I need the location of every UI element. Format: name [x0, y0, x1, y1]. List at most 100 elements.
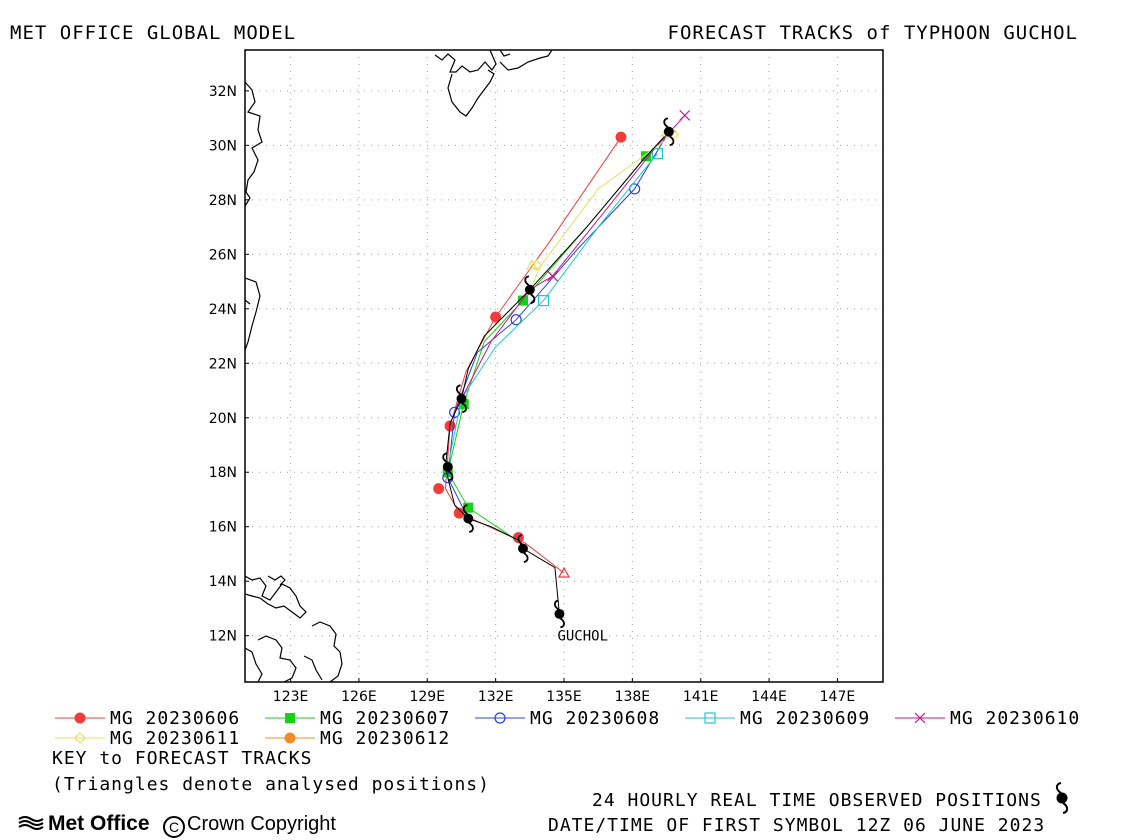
legend-label-20230610: MG 20230610	[950, 708, 1081, 729]
typhoon-symbol-core	[456, 393, 467, 404]
tick-label-lon: 147E	[820, 689, 856, 705]
legend-marker	[704, 712, 716, 724]
legend-marker	[494, 712, 506, 724]
tick-label-lat: 26N	[209, 247, 237, 263]
forecast-track-line	[529, 133, 674, 290]
legend-key-title: KEY to FORECAST TRACKS	[52, 748, 313, 769]
forecast-track-marker	[433, 483, 445, 495]
legend-label-20230612: MG 20230612	[320, 728, 451, 749]
forecast-track-marker	[449, 406, 461, 418]
legend-label-20230607: MG 20230607	[320, 708, 451, 729]
typhoon-symbol-core	[524, 284, 535, 295]
typhoon-symbol-core	[554, 608, 565, 619]
tick-label-lat: 24N	[209, 302, 237, 318]
typhoon-symbol-arm	[524, 275, 530, 286]
tick-label-lat: 16N	[209, 520, 237, 536]
tick-label-lat: 22N	[209, 356, 237, 372]
met-office-logo-icon	[18, 812, 44, 836]
observed-position-typhoon-icon	[663, 117, 675, 147]
legend-marker	[914, 712, 926, 724]
legend-marker	[285, 713, 295, 723]
footer-typhoon-icon	[1055, 782, 1069, 814]
observed-position-typhoon-icon	[455, 384, 467, 414]
observed-position-typhoon-icon	[442, 452, 454, 482]
forecast-track-marker	[463, 502, 474, 513]
coastline-luzon	[245, 575, 307, 619]
legend-triangles-note: (Triangles denote analysed positions)	[52, 774, 490, 795]
tick-label-lat: 12N	[209, 629, 237, 645]
forecast-track-marker	[453, 507, 465, 519]
typhoon-symbol-arm	[461, 402, 467, 414]
tick-label-lat: 14N	[209, 574, 237, 590]
legend-marker	[74, 712, 86, 724]
typhoon-symbol-core	[1056, 792, 1068, 804]
tick-label-lon: 135E	[546, 689, 582, 705]
copyright-icon: C	[163, 816, 185, 838]
typhoon-symbol-arm	[517, 534, 523, 545]
typhoon-symbol-arm	[442, 452, 448, 464]
tick-label-lon: 141E	[683, 689, 719, 705]
typhoon-symbol-arm	[523, 552, 529, 563]
typhoon-symbol-arm	[669, 135, 675, 147]
forecast-track-marker	[629, 183, 641, 195]
analysed-position-triangle	[526, 258, 539, 270]
typhoon-symbol-core	[663, 126, 674, 137]
legend-symbols	[55, 712, 945, 744]
coastline-taiwan-south	[245, 299, 251, 305]
coastline-leyte	[257, 635, 297, 682]
coastline-honshu-edge	[499, 50, 511, 57]
typhoon-symbol-arm	[663, 117, 669, 128]
typhoon-symbol-arm	[462, 504, 468, 515]
typhoon-symbol-arm	[455, 384, 462, 395]
observed-position-typhoon-icon	[553, 599, 565, 629]
axis-tick-labels: 123E 126E 129E 132E 135E 138E 141E 144E 147E 12N 1…	[209, 84, 856, 705]
forecast-track-line	[461, 115, 686, 399]
observed-position-typhoon-icon	[524, 275, 536, 305]
tick-label-lon: 138E	[615, 689, 651, 705]
typhoon-symbol-arm	[559, 617, 565, 629]
typhoon-symbol-core	[442, 461, 453, 472]
typhoon-symbol-arm	[530, 293, 536, 305]
forecast-track-marker	[537, 295, 550, 307]
header-left-title: MET OFFICE GLOBAL MODEL	[10, 22, 297, 44]
observed-position-typhoon-icon	[517, 534, 529, 563]
observed-positions-note: 24 HOURLY REAL TIME OBSERVED POSITIONS	[592, 790, 1042, 811]
typhoon-symbol-core	[463, 513, 474, 524]
typhoon-symbol-arm	[1055, 782, 1062, 794]
forecast-track-marker	[547, 270, 559, 282]
typhoon-symbol-icon	[1055, 782, 1069, 814]
legend-label-20230609: MG 20230609	[740, 708, 871, 729]
forecast-track-marker	[651, 147, 664, 160]
typhoon-symbol-arm	[1062, 802, 1069, 814]
storm-name-label: GUCHOL	[557, 629, 608, 645]
met-office-logo: Met Office	[18, 812, 150, 836]
coastline-kyushu	[434, 50, 497, 73]
legend-label-20230608: MG 20230608	[530, 708, 661, 729]
tick-label-lon: 126E	[341, 689, 377, 705]
coastline-samar	[311, 621, 343, 682]
forecast-track-marker	[510, 314, 522, 326]
copyright-notice: C Crown Copyright	[163, 813, 336, 838]
tick-label-lat: 20N	[209, 411, 237, 427]
forecast-track-marker	[490, 311, 502, 323]
tick-label-lat: 30N	[209, 138, 237, 154]
coastline-mindoro	[303, 655, 323, 681]
tick-label-lon: 132E	[478, 689, 514, 705]
datetime-note: DATE/TIME OF FIRST SYMBOL 12Z 06 JUNE 20…	[548, 815, 1046, 836]
forecast-track-marker	[517, 295, 528, 306]
typhoon-symbol-arm	[553, 599, 560, 611]
forecast-track-line	[447, 131, 670, 519]
typhoon-symbol-arm	[468, 522, 474, 533]
coastline-shikoku	[499, 50, 553, 71]
typhoon-symbol-core	[518, 543, 528, 554]
coastline-kyushu-south	[447, 69, 495, 117]
forecast-track-line	[447, 153, 658, 467]
tick-label-lon: 123E	[273, 689, 309, 705]
legend-marker	[284, 732, 296, 744]
coastlines	[245, 50, 553, 682]
forecast-track-marker	[615, 131, 627, 143]
coastline-taiwan	[245, 277, 261, 351]
coastline-visayas	[245, 647, 263, 682]
forecast-track-marker	[679, 109, 691, 121]
